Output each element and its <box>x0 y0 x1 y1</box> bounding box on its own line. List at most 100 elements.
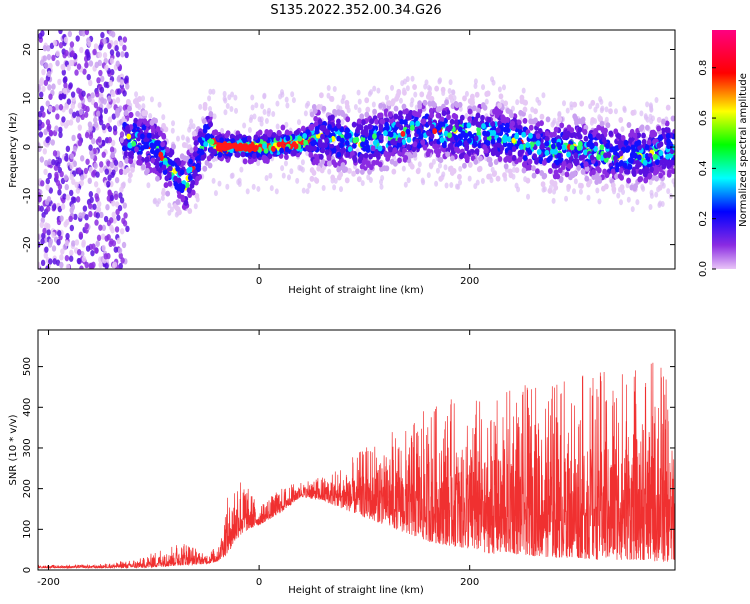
heatmap-cell <box>371 159 377 166</box>
heatmap-cell <box>96 77 101 84</box>
heatmap-cell <box>83 111 89 118</box>
heatmap-cell <box>557 167 563 174</box>
heatmap-cell <box>291 97 296 104</box>
heatmap-cell <box>486 173 491 180</box>
heatmap-cell <box>665 132 671 139</box>
heatmap-cell <box>45 177 50 185</box>
heatmap-cell <box>81 30 86 37</box>
snr-line <box>38 362 675 570</box>
heatmap-cell <box>595 133 601 140</box>
heatmap-cell <box>154 149 160 156</box>
heatmap-cell <box>620 126 625 133</box>
heatmap-cell <box>595 187 600 194</box>
heatmap-cell <box>252 113 257 120</box>
heatmap-cell <box>161 164 167 171</box>
heatmap-cell <box>326 84 331 91</box>
heatmap-cell <box>47 158 52 166</box>
heatmap-cell <box>406 136 412 143</box>
heatmap-cell <box>191 123 196 130</box>
heatmap-cell <box>378 123 384 130</box>
heatmap-cell <box>327 168 332 175</box>
heatmap-cell <box>51 54 56 62</box>
heatmap-cell <box>85 245 91 252</box>
heatmap-cell <box>43 252 48 259</box>
heatmap-cell <box>171 143 176 150</box>
heatmap-cell <box>95 91 100 98</box>
heatmap-cell <box>643 177 649 184</box>
heatmap-cell <box>402 108 408 115</box>
heatmap-cell <box>212 113 217 120</box>
heatmap-cell <box>296 119 301 126</box>
heatmap-cell <box>665 153 671 160</box>
heatmap-cell <box>367 123 373 130</box>
heatmap-cell <box>364 111 370 118</box>
heatmap-cell <box>124 51 129 59</box>
heatmap-cell <box>246 135 252 142</box>
heatmap-cell <box>109 180 114 188</box>
heatmap-cell <box>63 36 69 43</box>
heatmap-cell <box>626 121 632 128</box>
heatmap-cell <box>197 131 203 138</box>
heatmap-cell <box>121 145 127 152</box>
heatmap-cell <box>104 168 109 175</box>
heatmap-cell <box>146 132 152 139</box>
heatmap-cell <box>435 106 441 113</box>
heatmap-cell <box>411 110 417 117</box>
heatmap-cell <box>42 148 48 155</box>
heatmap-cell <box>90 92 95 99</box>
heatmap-cell <box>67 30 73 38</box>
heatmap-cell <box>636 139 642 146</box>
heatmap-cell <box>94 247 99 254</box>
heatmap-cell <box>453 119 459 126</box>
heatmap-cell <box>65 263 71 269</box>
heatmap-cell <box>405 128 411 135</box>
heatmap-cell <box>644 114 649 121</box>
heatmap-cell <box>57 189 62 196</box>
heatmap-cell <box>448 93 454 100</box>
heatmap-cell <box>165 147 171 154</box>
heatmap-cell <box>420 177 425 184</box>
heatmap-cell <box>144 156 150 163</box>
heatmap-cell <box>541 159 547 166</box>
heatmap-cell <box>533 108 538 115</box>
heatmap-cell <box>450 103 456 110</box>
heatmap-cell <box>154 140 159 147</box>
heatmap-cell <box>331 159 337 166</box>
heatmap-cell <box>553 148 558 155</box>
snr-y-label: SNR (10 * v/v) <box>8 414 19 485</box>
heatmap-cell <box>64 183 69 191</box>
heatmap-cell <box>51 105 56 113</box>
heatmap-cell <box>627 163 633 170</box>
heatmap-cell <box>113 40 119 47</box>
heatmap-cell <box>384 121 389 128</box>
heatmap-cell <box>464 157 470 164</box>
heatmap-cell <box>495 127 501 134</box>
heatmap-cell <box>393 105 399 112</box>
heatmap-cell <box>161 114 166 121</box>
heatmap-cell <box>115 60 120 67</box>
heatmap-cell <box>352 155 357 162</box>
heatmap-cell <box>345 116 351 123</box>
heatmap-cell <box>484 98 489 105</box>
heatmap-cell <box>576 131 581 138</box>
heatmap-cell <box>388 131 394 138</box>
heatmap-cell <box>122 90 127 97</box>
heatmap-cell <box>564 171 570 178</box>
heatmap-cell <box>57 229 62 237</box>
heatmap-cell <box>608 101 613 108</box>
heatmap-cell <box>211 88 216 95</box>
heatmap-cell <box>108 80 113 87</box>
heatmap-cell <box>323 142 328 149</box>
heatmap-cell <box>590 99 596 106</box>
heatmap-cell <box>143 110 149 117</box>
heatmap-cell <box>321 184 326 191</box>
heatmap-cell <box>503 163 509 170</box>
heatmap-cell <box>398 97 403 104</box>
heatmap-cell <box>572 170 578 177</box>
heatmap-cell <box>169 206 174 213</box>
heatmap-cell <box>79 179 84 187</box>
heatmap-cell <box>195 175 200 182</box>
heatmap-cell <box>630 206 635 213</box>
heatmap-cell <box>467 161 473 168</box>
heatmap-cell <box>666 143 671 150</box>
